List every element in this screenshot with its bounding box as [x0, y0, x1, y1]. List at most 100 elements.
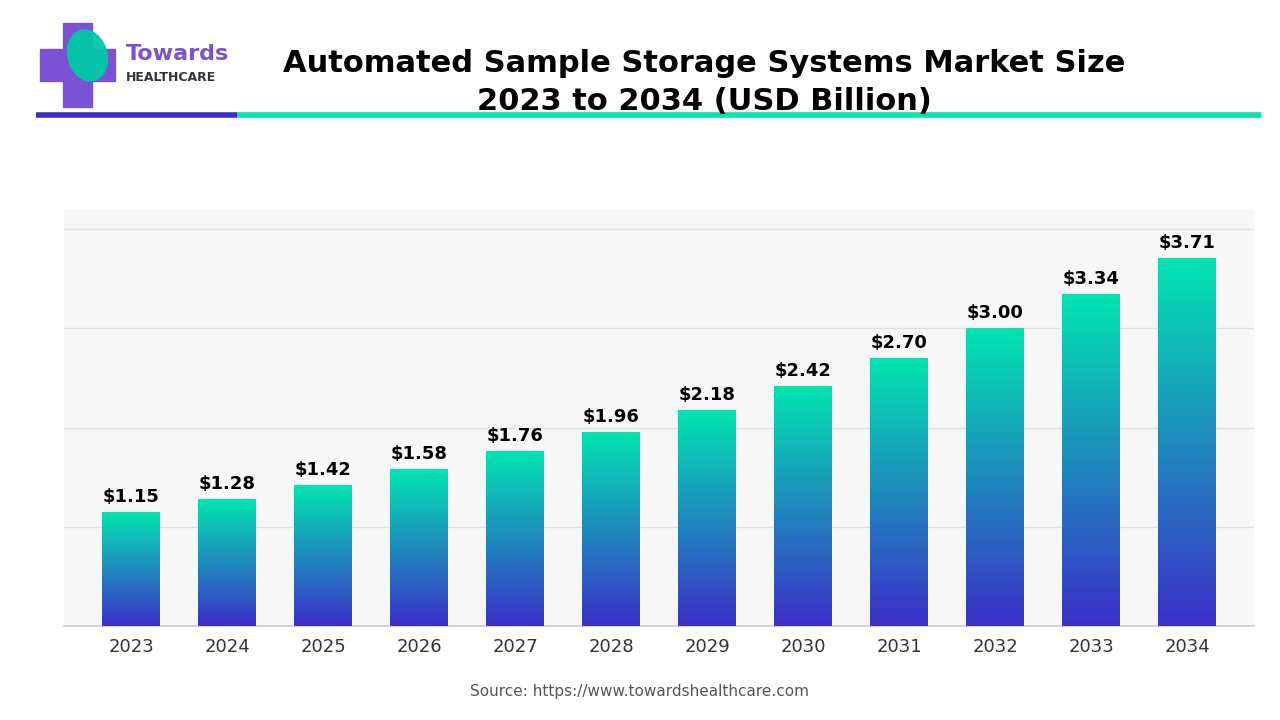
Bar	[966, 373, 1024, 374]
Bar	[966, 343, 1024, 345]
Bar	[870, 366, 928, 367]
Bar	[1062, 595, 1120, 596]
Bar	[966, 470, 1024, 472]
Bar	[1158, 488, 1216, 490]
Bar	[1062, 588, 1120, 590]
Bar	[1062, 372, 1120, 374]
Bar	[1158, 560, 1216, 562]
Bar	[1158, 325, 1216, 328]
Bar	[390, 592, 448, 593]
Bar	[1158, 363, 1216, 364]
Bar	[1062, 555, 1120, 557]
Bar	[1158, 512, 1216, 514]
Bar	[390, 514, 448, 515]
Bar	[870, 594, 928, 595]
Bar	[1062, 528, 1120, 530]
Bar	[582, 612, 640, 613]
Bar	[582, 467, 640, 469]
Bar	[1062, 397, 1120, 399]
Bar	[774, 402, 832, 404]
Bar	[774, 453, 832, 454]
Bar	[582, 469, 640, 470]
Bar	[1158, 479, 1216, 481]
Bar	[582, 573, 640, 574]
Bar	[774, 576, 832, 577]
Bar	[870, 375, 928, 377]
Bar	[678, 455, 736, 456]
Bar	[582, 463, 640, 464]
Bar	[582, 590, 640, 591]
Bar	[486, 570, 544, 571]
Bar	[486, 496, 544, 497]
Bar	[486, 469, 544, 471]
Bar	[966, 597, 1024, 598]
Bar	[774, 539, 832, 540]
Bar	[1158, 473, 1216, 475]
Bar	[678, 583, 736, 584]
Bar	[678, 457, 736, 459]
Bar	[966, 367, 1024, 369]
Bar	[582, 568, 640, 569]
Bar	[582, 449, 640, 450]
Bar	[774, 410, 832, 411]
Bar	[582, 549, 640, 550]
Bar	[870, 536, 928, 538]
Bar	[1158, 477, 1216, 479]
Bar	[1062, 436, 1120, 437]
Bar	[1158, 315, 1216, 317]
Bar	[1062, 318, 1120, 319]
Bar	[390, 510, 448, 511]
Bar	[582, 565, 640, 566]
Bar	[774, 528, 832, 529]
Bar	[678, 415, 736, 416]
Bar	[870, 480, 928, 482]
Bar	[390, 617, 448, 618]
Bar	[486, 568, 544, 569]
Bar	[678, 558, 736, 559]
Bar	[582, 445, 640, 446]
Bar	[1062, 382, 1120, 384]
Bar	[774, 515, 832, 516]
Bar	[966, 540, 1024, 541]
Bar	[774, 513, 832, 515]
Bar	[966, 455, 1024, 456]
Bar	[582, 480, 640, 481]
Bar	[1158, 516, 1216, 518]
Bar	[966, 480, 1024, 482]
Bar	[1158, 291, 1216, 292]
Bar	[390, 570, 448, 571]
Bar	[966, 355, 1024, 356]
Bar	[774, 444, 832, 445]
Bar	[1158, 344, 1216, 346]
Bar	[870, 378, 928, 379]
Bar	[1158, 492, 1216, 494]
Bar	[486, 618, 544, 619]
Bar	[966, 495, 1024, 497]
Bar	[774, 492, 832, 493]
Bar	[1158, 364, 1216, 366]
Bar	[678, 623, 736, 624]
Bar	[870, 566, 928, 567]
Bar	[486, 602, 544, 603]
Bar	[582, 503, 640, 505]
Bar	[774, 575, 832, 576]
Bar	[678, 542, 736, 543]
Bar	[966, 428, 1024, 430]
Bar	[966, 523, 1024, 525]
Bar	[486, 488, 544, 489]
Bar	[774, 608, 832, 610]
Bar	[1062, 512, 1120, 513]
Bar	[678, 467, 736, 468]
Bar	[870, 364, 928, 366]
Bar	[678, 521, 736, 522]
Bar	[1062, 498, 1120, 500]
Bar	[678, 468, 736, 469]
Bar	[678, 582, 736, 583]
Bar	[390, 567, 448, 568]
Bar	[390, 536, 448, 537]
Bar	[390, 533, 448, 534]
Bar	[870, 562, 928, 563]
Bar	[486, 505, 544, 507]
Bar	[870, 434, 928, 436]
Bar	[1158, 575, 1216, 577]
